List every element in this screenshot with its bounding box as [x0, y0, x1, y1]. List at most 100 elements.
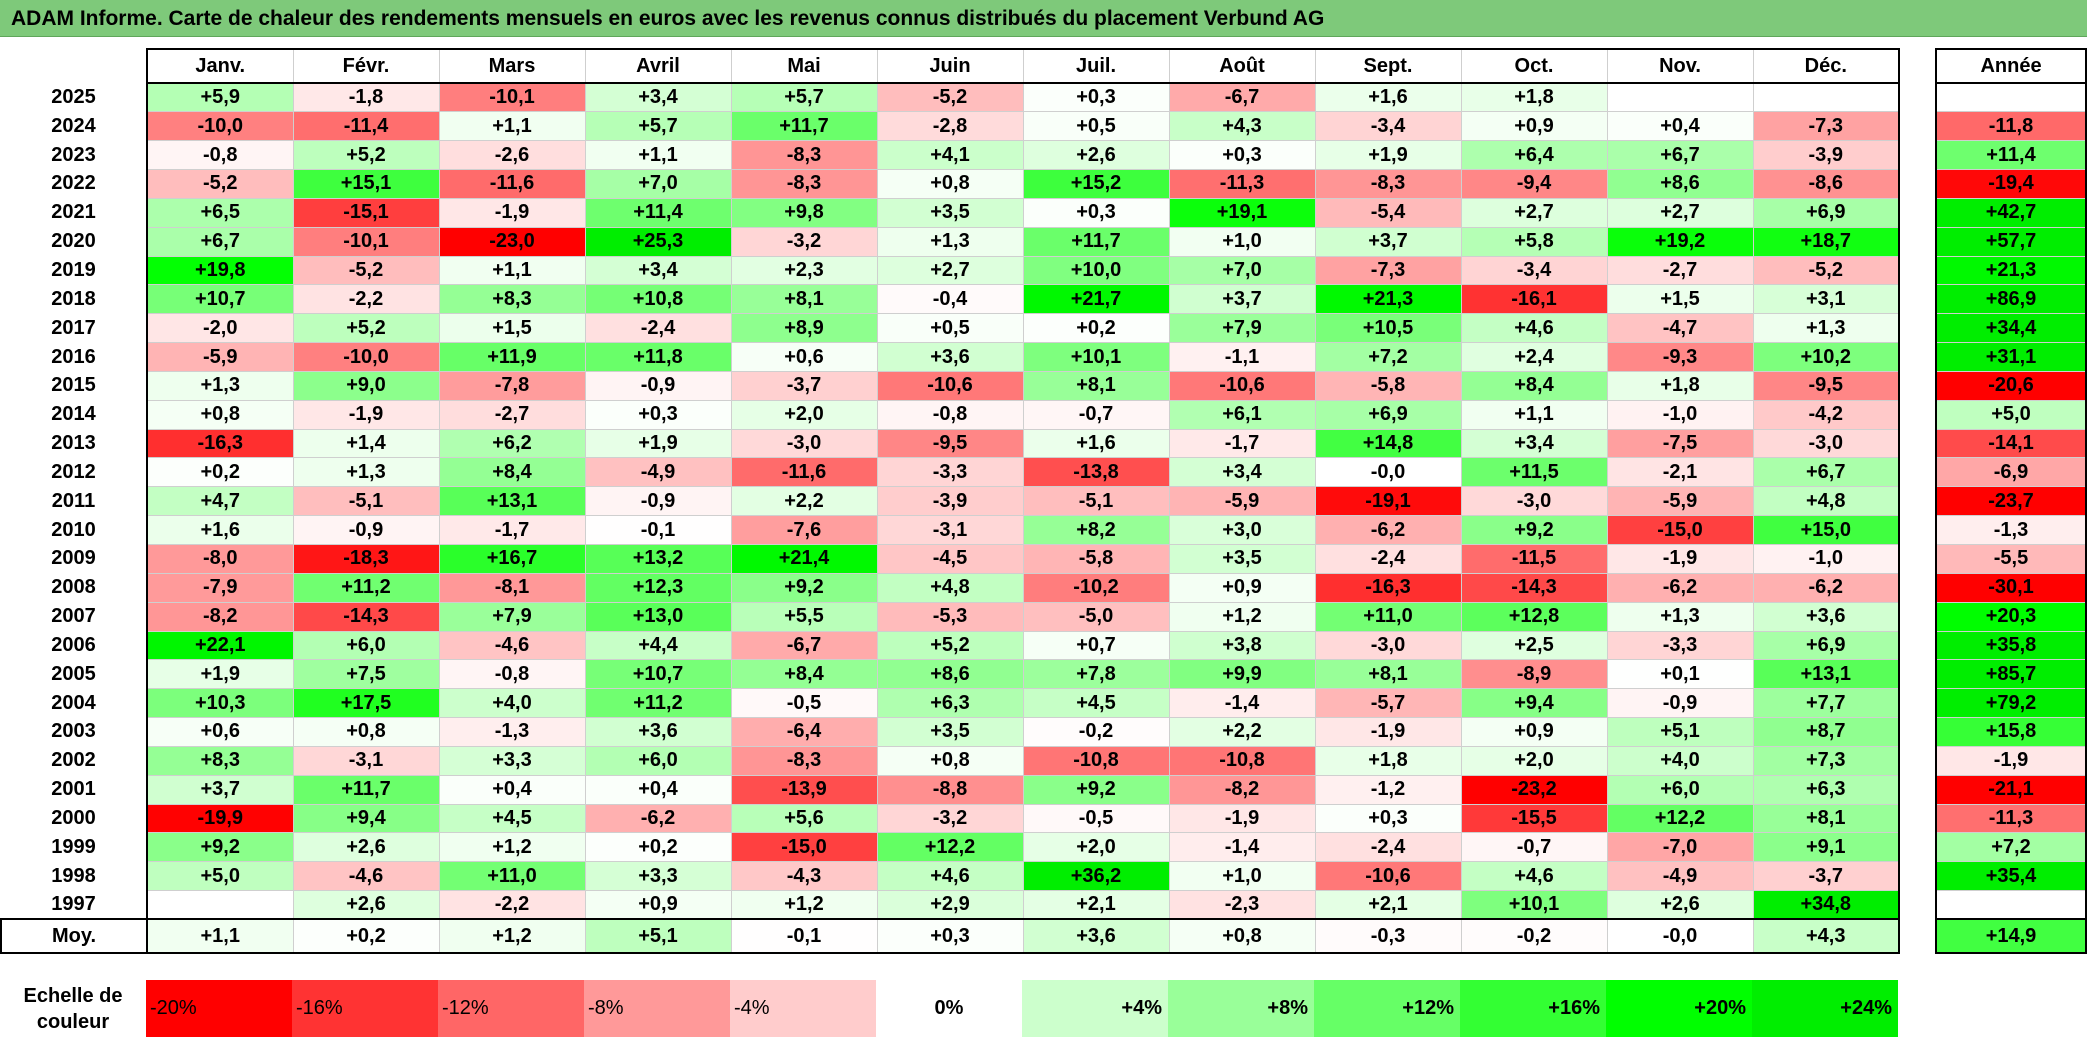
heat-cell: +5,1 — [584, 918, 732, 955]
year-row: 2021 +6,5 -15,1 -1,9 +11,4 +9,8 +3,5 +0,3 +19,1-… — [1, 197, 2087, 228]
heat-cell: +0,5 — [1022, 111, 1170, 142]
heat-cell: +4,5 — [438, 803, 586, 834]
year-row: 2006 +22,1 +6,0 -4,6 +4,4 -6,7 +5,2 +0,7 +3,8 -3,… — [1, 630, 2087, 661]
heat-cell: -10,0 — [146, 111, 294, 142]
year-row: 2008 -7,9 +11,2 -8,1 +12,3 +9,2 +4,8 -10,2 +0,9-… — [1, 572, 2087, 603]
annual-cell: +11,4 — [1935, 140, 2087, 171]
corner-blank — [1, 49, 147, 83]
heat-cell: -3,0 — [1460, 486, 1608, 517]
heat-cell: -3,3 — [1606, 630, 1754, 661]
heat-cell: +1,2 — [438, 918, 586, 955]
heat-cell: +11,2 — [584, 688, 732, 719]
column-gap — [1899, 169, 1936, 199]
heat-cell: -0,0 — [1314, 457, 1462, 488]
year-row: 2009 -8,0 -18,3 +16,7 +13,2 +21,4 -4,5 -5,8 +3,5… — [1, 544, 2087, 574]
heat-cell: +11,7 — [292, 774, 440, 805]
heat-cell: -10,2 — [1022, 572, 1170, 603]
heat-cell: -3,1 — [876, 515, 1024, 545]
heat-cell: -11,5 — [1460, 544, 1608, 574]
heat-cell: -1,4 — [1168, 688, 1316, 719]
heat-cell: +0,8 — [1168, 918, 1316, 955]
heat-cell: +8,4 — [438, 457, 586, 488]
heat-cell: +1,3 — [1606, 601, 1754, 632]
heat-cell: +4,3 — [1752, 918, 1900, 955]
heat-cell: -0,3 — [1314, 918, 1462, 955]
heat-cell: -0,9 — [584, 486, 732, 517]
heat-cell: +8,3 — [438, 284, 586, 315]
annual-cell: -20,6 — [1935, 370, 2087, 401]
annual-cell: -11,8 — [1935, 111, 2087, 142]
annual-cell: +21,3 — [1935, 255, 2087, 286]
month-header: Mars — [438, 48, 586, 84]
heat-cell: +9,2 — [1022, 774, 1170, 805]
column-gap — [1899, 313, 1936, 343]
heat-cell: -5,9 — [1606, 486, 1754, 517]
heat-cell: +0,3 — [584, 399, 732, 430]
year-row: 2014 +0,8 -1,9 -2,7 +0,3 +2,0 -0,8 -0,7 +6,1 +6,9… — [1, 399, 2087, 430]
heat-cell: +2,6 — [292, 832, 440, 863]
heat-cell: +10,1 — [1022, 342, 1170, 372]
heat-cell: -13,9 — [730, 774, 878, 805]
scale-swatch: +12% — [1314, 980, 1460, 1037]
year-row: 2011 +4,7 -5,1 +13,1 -0,9 +2,2 -3,9 -5,1 -5,9 -19… — [1, 486, 2087, 517]
heat-cell: +5,1 — [1606, 717, 1754, 747]
heat-cell: -6,2 — [1314, 515, 1462, 545]
heat-cell: +16,7 — [438, 544, 586, 574]
month-header: Nov. — [1606, 48, 1754, 84]
scale-swatch: -12% — [438, 980, 584, 1037]
heat-cell: +1,8 — [1606, 370, 1754, 401]
year-row: 2007 -8,2 -14,3 +7,9 +13,0 +5,5 -5,3 -5,0 +1,2 +1… — [1, 601, 2087, 632]
column-gap — [1899, 804, 1936, 833]
heat-cell: +7,0 — [1168, 255, 1316, 286]
heat-cell: -7,9 — [146, 572, 294, 603]
heat-cell: +21,7 — [1022, 284, 1170, 315]
heat-cell: +2,1 — [1314, 890, 1462, 921]
heat-cell: +1,9 — [584, 428, 732, 459]
heat-cell: -8,9 — [1460, 659, 1608, 690]
year-row: 2023 -0,8 +5,2 -2,6 +1,1 -8,3 +4,1 +2,6 +0,3 +1,9… — [1, 140, 2087, 171]
column-gap — [1899, 602, 1936, 632]
heat-cell: +0,2 — [146, 457, 294, 488]
heat-cell: +3,6 — [876, 342, 1024, 372]
heat-cell: -6,2 — [584, 803, 732, 834]
heat-cell: +1,1 — [1460, 399, 1608, 430]
year-row: 2018 +10,7 -2,2 +8,3 +10,8 +8,1 -0,4 +21,7 +3,7 +… — [1, 284, 2087, 315]
month-header: Avril — [584, 48, 732, 84]
column-gap — [1899, 457, 1936, 487]
heat-cell: -3,9 — [1752, 140, 1900, 171]
year-row: 2012 +0,2 +1,3 +8,4 -4,9 -11,6 -3,3 -13,8 +3,4 -0… — [1, 457, 2087, 488]
column-gap — [1899, 688, 1936, 718]
heat-cell: +3,3 — [584, 861, 732, 892]
heat-cell: -6,2 — [1752, 572, 1900, 603]
heat-cell: -8,2 — [1168, 774, 1316, 805]
heat-cell: +1,6 — [146, 515, 294, 545]
heat-cell: +6,3 — [1752, 774, 1900, 805]
heat-cell: +10,3 — [146, 688, 294, 719]
heat-cell: +1,6 — [1314, 82, 1462, 113]
heat-cell: +3,7 — [146, 774, 294, 805]
year-row: 2016 -5,9 -10,0 +11,9 +11,8 +0,6 +3,6 +10,1 -1,1… — [1, 342, 2087, 372]
heat-cell: -2,7 — [438, 399, 586, 430]
heat-cell: +0,8 — [146, 399, 294, 430]
heat-cell: +5,5 — [730, 601, 878, 632]
heat-cell: +9,0 — [292, 370, 440, 401]
column-gap — [1899, 775, 1936, 805]
column-gap — [1899, 659, 1936, 689]
heat-cell: +5,9 — [146, 82, 294, 113]
heat-cell: -2,2 — [438, 890, 586, 921]
heat-cell: +2,6 — [1022, 140, 1170, 171]
heat-cell: -4,3 — [730, 861, 878, 892]
heat-cell: -1,4 — [1168, 832, 1316, 863]
heat-cell: +0,4 — [584, 774, 732, 805]
heat-cell: +3,6 — [584, 717, 732, 747]
heat-cell: -10,6 — [1314, 861, 1462, 892]
heat-cell: -5,2 — [146, 169, 294, 199]
heat-cell: +2,0 — [1022, 832, 1170, 863]
column-gap — [1899, 573, 1936, 603]
heat-cell: +0,8 — [876, 169, 1024, 199]
month-header: Déc. — [1752, 48, 1900, 84]
heat-cell: +2,3 — [730, 255, 878, 286]
heat-cell: -4,9 — [1606, 861, 1754, 892]
heat-cell: -5,3 — [876, 601, 1024, 632]
heat-cell: +6,2 — [438, 428, 586, 459]
